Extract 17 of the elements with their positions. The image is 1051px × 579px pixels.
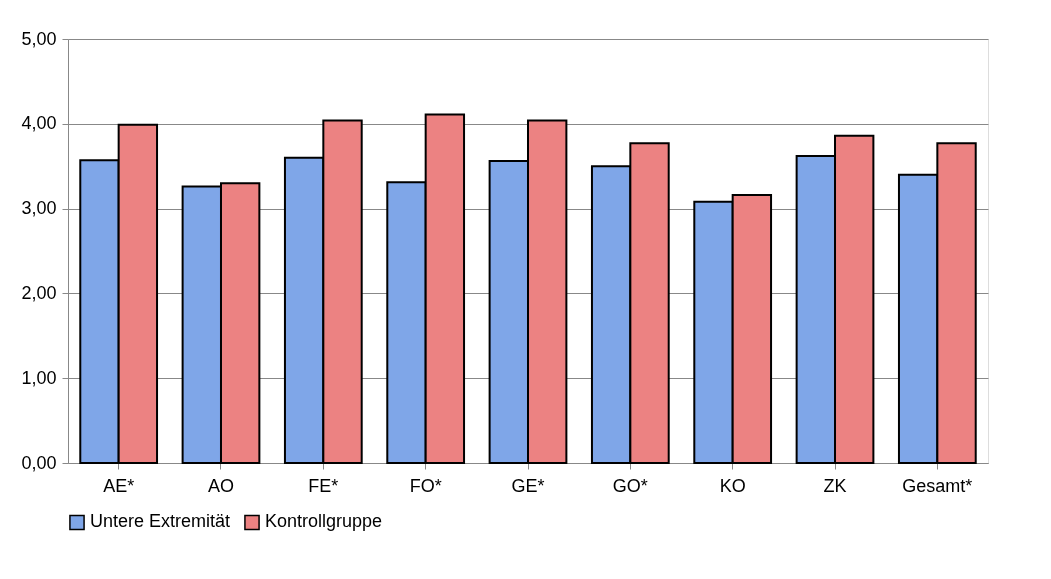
x-tick-label: FO* — [409, 475, 442, 496]
y-tick-label: 4,00 — [21, 113, 57, 134]
x-tick-label: AO — [207, 475, 234, 496]
y-tick-label: 5,00 — [21, 28, 57, 49]
x-tick-label: GE* — [511, 475, 545, 496]
y-tick-label: 3,00 — [21, 198, 57, 219]
y-tick-label: 0,00 — [21, 452, 57, 473]
x-tick-label: ZK — [823, 475, 847, 496]
y-tick-label: 1,00 — [21, 367, 57, 388]
x-tick-label: KO — [719, 475, 746, 496]
legend-label: Untere Extremität — [90, 511, 231, 532]
x-tick-label: AE* — [103, 475, 135, 496]
y-tick-label: 2,00 — [21, 282, 57, 303]
x-tick-label: FE* — [308, 475, 339, 496]
x-tick-label: GO* — [612, 475, 648, 496]
legend-label: Kontrollgruppe — [265, 511, 383, 532]
x-tick-label: Gesamt* — [902, 475, 973, 496]
